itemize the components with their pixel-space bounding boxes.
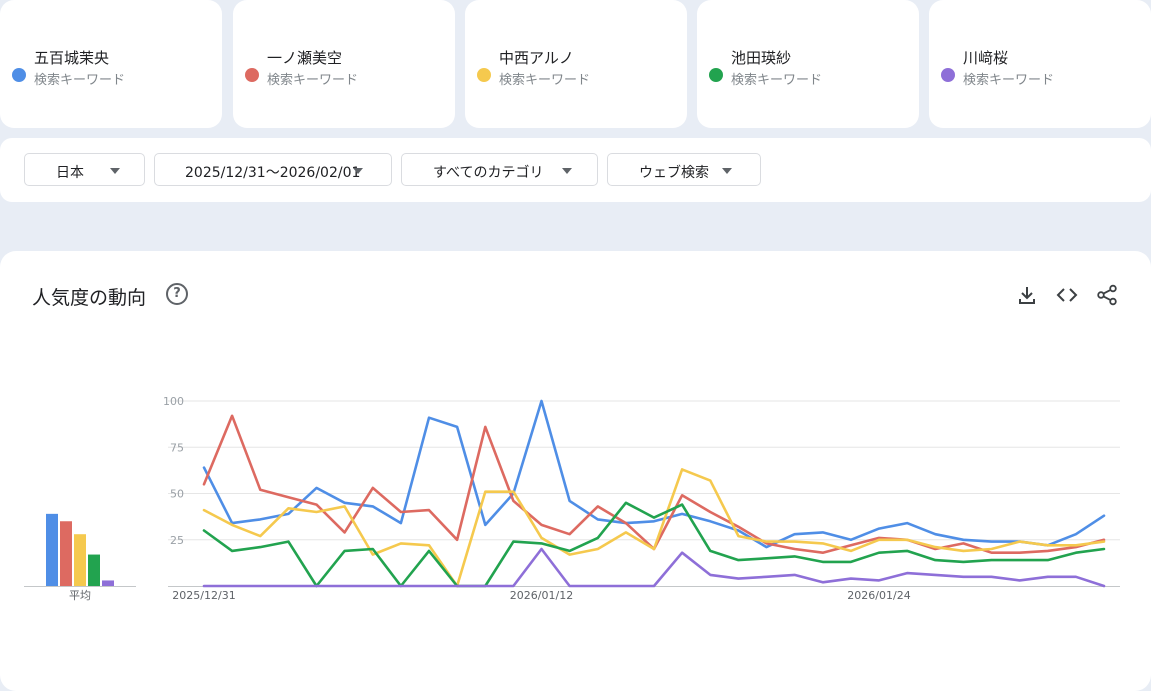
category-label: すべてのカテゴリ — [433, 165, 544, 181]
average-bar — [88, 554, 100, 586]
interest-chart: 平均 25 50 75 100 2025/12/31 2026/01/12 2026/01/… — [24, 395, 1120, 602]
average-bar — [102, 580, 114, 586]
y-tick-label: 25 — [170, 534, 184, 547]
caret-down-icon — [110, 168, 120, 174]
region-dropdown[interactable]: 日本 — [24, 153, 145, 186]
average-bar — [74, 534, 86, 586]
share-icon[interactable] — [1096, 284, 1118, 306]
caret-down-icon — [562, 168, 572, 174]
search-term-type: 検索キーワード — [731, 73, 823, 88]
help-circle-icon[interactable]: ? — [166, 283, 188, 305]
search-term-card[interactable]: 池田瑛紗 検索キーワード — [697, 0, 919, 128]
y-tick-label: 100 — [163, 395, 184, 408]
x-tick-label: 2026/01/12 — [510, 589, 573, 602]
embed-code-icon[interactable] — [1056, 284, 1078, 306]
average-bar — [46, 513, 58, 586]
search-type-label: ウェブ検索 — [639, 165, 709, 181]
series-color-dot — [941, 68, 955, 82]
series-line — [202, 501, 1106, 588]
search-term-type: 検索キーワード — [963, 73, 1055, 88]
search-term-card[interactable]: 中西アルノ 検索キーワード — [465, 0, 687, 128]
download-icon[interactable] — [1016, 284, 1038, 306]
search-term-name: 一ノ瀬美空 — [267, 49, 343, 67]
search-term-name: 中西アルノ — [499, 49, 574, 67]
series-line — [202, 468, 1106, 588]
date-range-dropdown[interactable]: 2025/12/31〜2026/02/01 — [154, 153, 392, 186]
average-bar — [60, 521, 72, 586]
average-label: 平均 — [69, 589, 91, 602]
caret-down-icon — [353, 168, 363, 174]
search-term-name: 五百城茉央 — [34, 49, 110, 67]
y-tick-label: 50 — [170, 488, 184, 501]
category-dropdown[interactable]: すべてのカテゴリ — [401, 153, 598, 186]
series-color-dot — [12, 68, 26, 82]
search-term-type: 検索キーワード — [267, 73, 359, 88]
panel-title: 人気度の動向 — [32, 287, 147, 309]
series-color-dot — [477, 68, 491, 82]
date-range-label: 2025/12/31〜2026/02/01 — [185, 165, 361, 181]
search-term-card[interactable]: 一ノ瀬美空 検索キーワード — [233, 0, 455, 128]
series-line — [202, 414, 1106, 555]
search-term-name: 池田瑛紗 — [731, 49, 792, 67]
caret-down-icon — [722, 168, 732, 174]
region-label: 日本 — [56, 165, 84, 181]
search-term-name: 川﨑桜 — [963, 49, 1009, 67]
search-term-type: 検索キーワード — [499, 73, 591, 88]
x-tick-label: 2026/01/24 — [847, 589, 910, 602]
x-tick-label: 2025/12/31 — [172, 589, 235, 602]
series-color-dot — [709, 68, 723, 82]
search-term-card[interactable]: 川﨑桜 検索キーワード — [929, 0, 1151, 128]
interest-over-time-panel: 人気度の動向 ? 平均 25 50 75 100 2025/12/31 2026/01/1… — [0, 251, 1151, 691]
series-line — [202, 399, 1106, 549]
y-tick-label: 75 — [170, 441, 184, 454]
filter-bar: 日本 2025/12/31〜2026/02/01 すべてのカテゴリ ウェブ検索 — [0, 138, 1151, 202]
search-type-dropdown[interactable]: ウェブ検索 — [607, 153, 761, 186]
search-term-card[interactable]: 五百城茉央 検索キーワード — [0, 0, 222, 128]
search-term-type: 検索キーワード — [34, 73, 126, 88]
series-color-dot — [245, 68, 259, 82]
search-term-row: 五百城茉央 検索キーワード 一ノ瀬美空 検索キーワード 中西アルノ 検索キーワー… — [0, 0, 1151, 130]
series-line — [202, 547, 1106, 588]
